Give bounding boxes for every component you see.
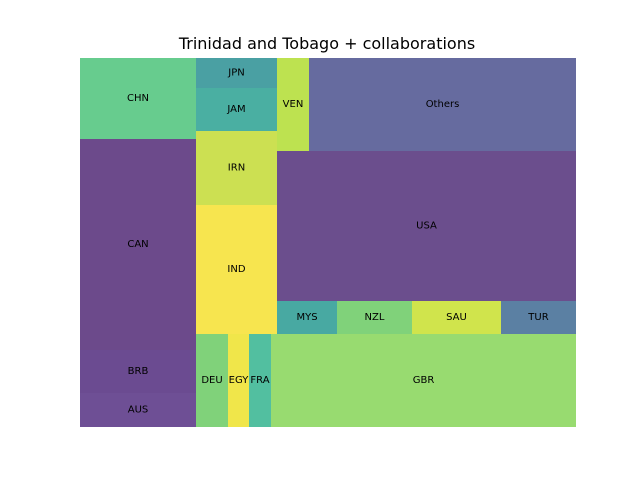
treemap-cell-tur — [501, 301, 576, 334]
treemap-cell-nzl — [337, 301, 412, 334]
treemap-cell-jpn — [196, 58, 277, 88]
treemap-label-jpn: JPN — [227, 68, 244, 79]
treemap-label-usa: USA — [416, 221, 437, 232]
treemap-label-ven: VEN — [283, 99, 304, 110]
treemap-cell-aus — [80, 393, 196, 427]
treemap-label-irn: IRN — [228, 163, 245, 174]
treemap-cell-mys — [277, 301, 337, 334]
treemap-label-jam: JAM — [226, 104, 245, 115]
treemap-label-egy: EGY — [229, 375, 250, 386]
treemap-label-can: CAN — [127, 239, 148, 250]
treemap-cell-usa — [277, 151, 576, 301]
treemap-label-nzl: NZL — [365, 312, 385, 323]
treemap-label-ind: IND — [227, 264, 245, 275]
chart-title: Trinidad and Tobago + collaborations — [178, 34, 475, 53]
treemap-cell-ven — [277, 58, 309, 151]
treemap-cell-deu — [196, 334, 228, 427]
treemap-cell-brb — [80, 350, 196, 393]
treemap-label-brb: BRB — [128, 366, 149, 377]
treemap-label-deu: DEU — [201, 375, 222, 386]
treemap-label-aus: AUS — [128, 405, 149, 416]
treemap-cell-can — [80, 139, 196, 350]
treemap-label-tur: TUR — [527, 312, 548, 323]
treemap-label-fra: FRA — [250, 375, 269, 386]
treemap-cell-fra — [249, 334, 271, 427]
treemap-cell-chn — [80, 58, 196, 139]
treemap-cell-irn — [196, 131, 277, 205]
treemap-label-mys: MYS — [296, 312, 317, 323]
treemap-cell-others — [309, 58, 576, 151]
treemap-cell-jam — [196, 88, 277, 131]
treemap-cell-gbr — [271, 334, 576, 427]
treemap-label-chn: CHN — [127, 93, 149, 104]
treemap-label-gbr: GBR — [413, 375, 435, 386]
treemap-cells: CHN CAN BRB AUS JPN JAM IRN IND VEN Others USA MYS N… — [80, 58, 576, 427]
treemap-cell-ind — [196, 205, 277, 334]
treemap-label-others: Others — [426, 99, 460, 110]
treemap-cell-sau — [412, 301, 501, 334]
treemap-label-sau: SAU — [446, 312, 467, 323]
treemap-cell-egy — [228, 334, 249, 427]
